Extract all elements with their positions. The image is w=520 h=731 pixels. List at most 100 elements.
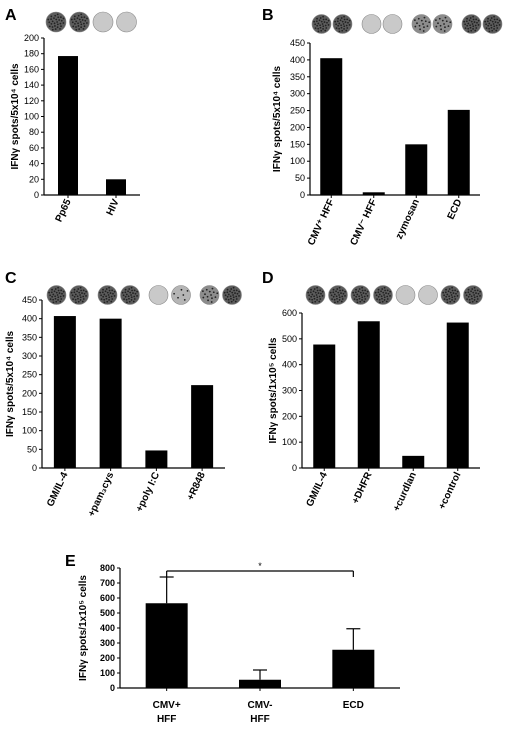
elispot-spot [463,20,466,23]
elispot-spot [225,298,227,301]
elispot-spot [133,295,136,298]
y-tick-label: 400 [100,623,115,633]
elispot-spot [83,16,86,19]
elispot-spot [113,290,116,293]
x-category-label: CMV⁺ HFF [306,198,337,248]
y-tick-label: 600 [100,593,115,603]
elispot-spot [334,20,337,23]
elispot-spot [358,288,361,290]
elispot-spot [443,30,446,32]
elispot-spot [322,28,324,30]
elispot-spot [442,291,445,294]
elispot-spot [356,298,359,301]
elispot-spot [77,14,80,17]
elispot-spot [465,294,468,297]
elispot-spot [378,298,381,301]
elispot-spot [440,28,442,31]
elispot-spot [59,22,62,25]
elispot-spot [364,298,367,300]
elispot-spot [226,291,229,294]
bar [320,58,343,196]
elispot-spot [386,295,389,298]
elispot-spot [443,23,445,25]
elispot-spot [364,289,367,292]
x-category-label: ECD [343,700,364,711]
elispot-spot [320,292,322,295]
elispot-spot [337,24,340,27]
elispot-spot [456,295,459,297]
elispot-spot [216,292,219,295]
elispot-spot [124,295,127,298]
elispot-spot [389,290,392,293]
panel-c: C 0 50 100 150 200 250 300 350 400 450 IFNγ spots/5… [5,270,242,519]
elispot-spot [454,298,457,300]
elispot-spot [180,288,183,291]
elispot-spot [76,17,79,19]
elispot-spot [381,300,384,303]
elispot-spot [83,22,85,25]
y-tick-label: 120 [24,96,39,106]
elispot-spot [310,288,312,291]
elispot-spot [358,297,361,300]
elispot-spot [212,291,215,294]
elispot-spot [124,291,127,294]
elispot-spot [313,295,316,298]
elispot-spot [230,288,233,290]
elispot-spot [56,294,59,296]
elispot-spot [77,300,80,303]
elispot-spot [443,294,446,297]
elispot-spot [338,30,341,33]
elispot-spot [233,289,235,292]
elispot-spot [332,295,335,298]
elispot-spot [473,21,476,23]
elispot-spot [338,22,341,25]
elispot-spot [468,19,471,22]
elispot-spot [444,291,447,294]
elispot-spot [491,20,494,23]
y-tick-label: 0 [300,190,305,200]
elispot-spot [453,300,456,303]
elispot-spot [424,20,427,23]
elispot-spot [342,292,345,295]
elispot-spot [416,22,418,25]
elispot-spot [470,295,473,298]
elispot-spot [238,290,241,293]
elispot-spot [84,19,87,22]
elispot-spot [470,290,472,293]
elispot-spot [473,286,476,289]
elispot-spot [59,295,62,298]
panel-letter: D [262,270,274,287]
elispot-spot [469,301,471,304]
elispot-spot [343,25,346,28]
elispot-spot [355,288,357,291]
elispot-spot [316,299,318,301]
elispot-spot [455,292,457,295]
elispot-well [116,11,137,33]
elispot-spot [473,299,476,301]
elispot-spot [317,27,320,30]
elispot-spot [238,295,240,297]
elispot-spot [358,295,361,298]
elispot-spot [475,300,478,303]
elispot-spot [51,28,54,31]
elispot-spot [449,291,452,294]
elispot-spot [441,19,444,22]
elispot-spot [466,24,469,27]
elispot-spot [129,291,132,294]
elispot-spot [82,298,85,300]
elispot-spot [471,297,473,300]
elispot-spot [232,299,235,301]
elispot-spot [123,298,125,301]
elispot-spot [81,300,84,303]
elispot-spot [103,298,106,301]
elispot-spot [72,298,74,301]
elispot-spot [80,16,83,19]
y-tick-label: 100 [100,668,115,678]
elispot-spot [230,297,232,300]
y-tick-label: 800 [100,563,115,573]
elispot-spot [334,301,336,304]
elispot-spot [133,298,136,300]
elispot-spot [204,293,206,296]
y-tick-label: 80 [29,127,39,137]
elispot-spot [99,291,102,294]
